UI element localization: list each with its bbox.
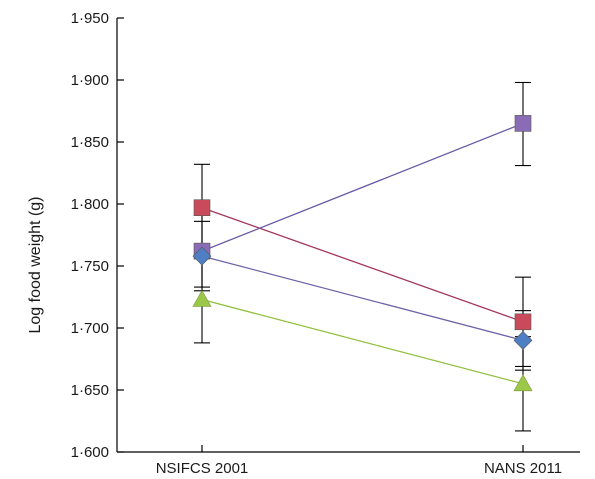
y-tick-label: 1·600 (71, 444, 109, 461)
data-point-triangle (513, 374, 533, 392)
y-tick-label: 1·950 (71, 10, 109, 27)
x-tick-label: NANS 2011 (484, 460, 562, 477)
x-tick-label: NSIFCS 2001 (156, 460, 249, 477)
data-point-square (514, 115, 532, 132)
series-line (201, 298, 524, 385)
data-point-diamond (513, 330, 533, 350)
y-tick-label: 1·900 (71, 72, 109, 89)
series-line (201, 207, 524, 323)
error-bars (194, 81, 531, 432)
series-lines (201, 122, 524, 385)
y-tick-label: 1·700 (71, 320, 109, 337)
y-tick-label: 1·750 (71, 258, 109, 275)
y-tick-label: 1·850 (71, 134, 109, 151)
x-tick-labels: NSIFCS 2001 NANS 2011 (156, 445, 562, 477)
axes (116, 18, 580, 453)
y-axis-title: Log food weight (g) (27, 197, 44, 334)
data-point-diamond (192, 246, 212, 266)
series-line (201, 122, 524, 252)
data-point-square (193, 199, 211, 217)
y-tick-label: 1·800 (71, 196, 109, 213)
data-point-square (514, 313, 532, 331)
series-line (201, 255, 524, 342)
series-markers (192, 115, 533, 392)
y-tick-label: 1·650 (71, 382, 109, 399)
y-ticks: 1·600 1·650 1·700 1·750 1·800 1·850 1·900 1·950 (71, 10, 124, 461)
data-point-triangle (192, 289, 212, 307)
